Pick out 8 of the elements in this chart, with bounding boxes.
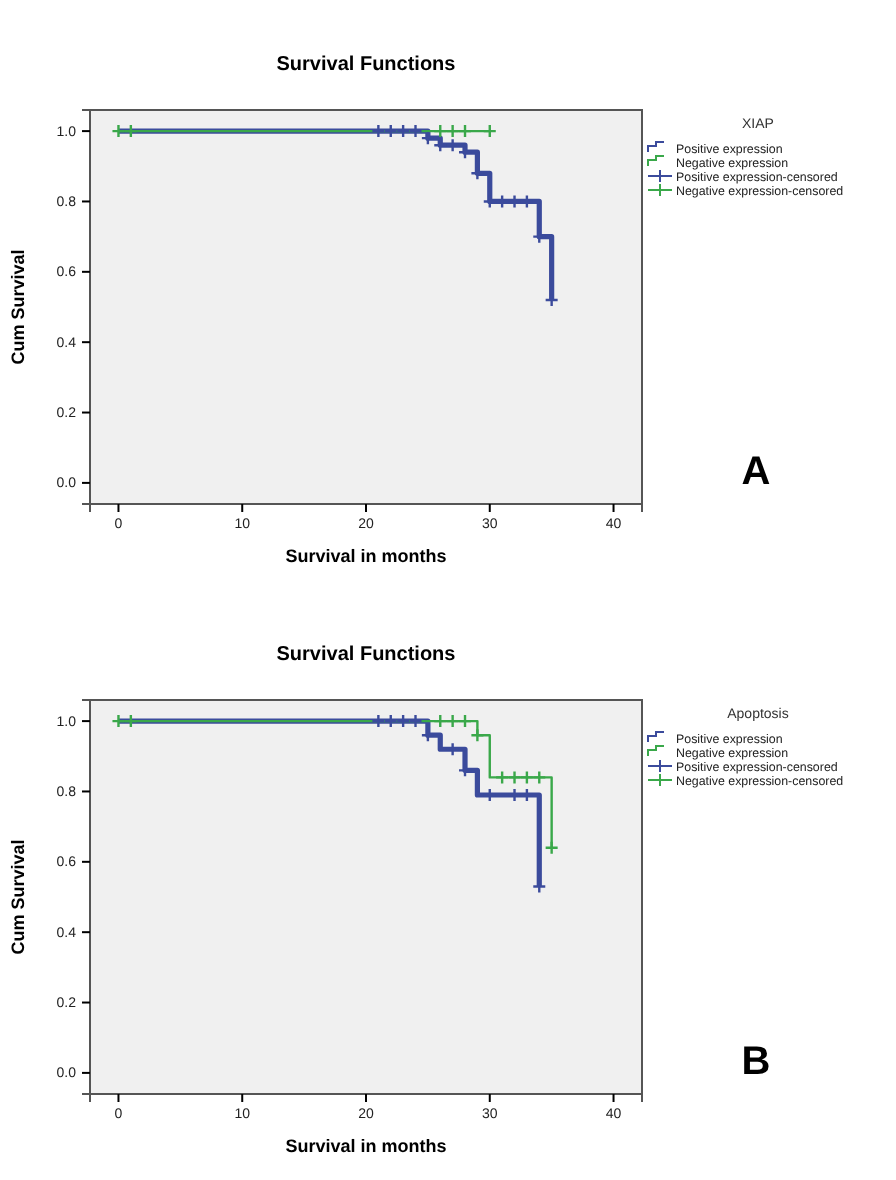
- text: A: [741, 450, 771, 494]
- x-axis-title: Survival in months: [285, 1136, 447, 1156]
- text: B: [741, 1040, 771, 1084]
- chart-title: Survival Functions: [276, 644, 457, 666]
- chart-title: Survival Functions: [276, 54, 457, 76]
- y-axis-title: Cum Survival: [8, 249, 28, 365]
- y-axis-title: Cum Survival: [8, 839, 28, 955]
- x-axis-title: Survival in months: [285, 546, 447, 566]
